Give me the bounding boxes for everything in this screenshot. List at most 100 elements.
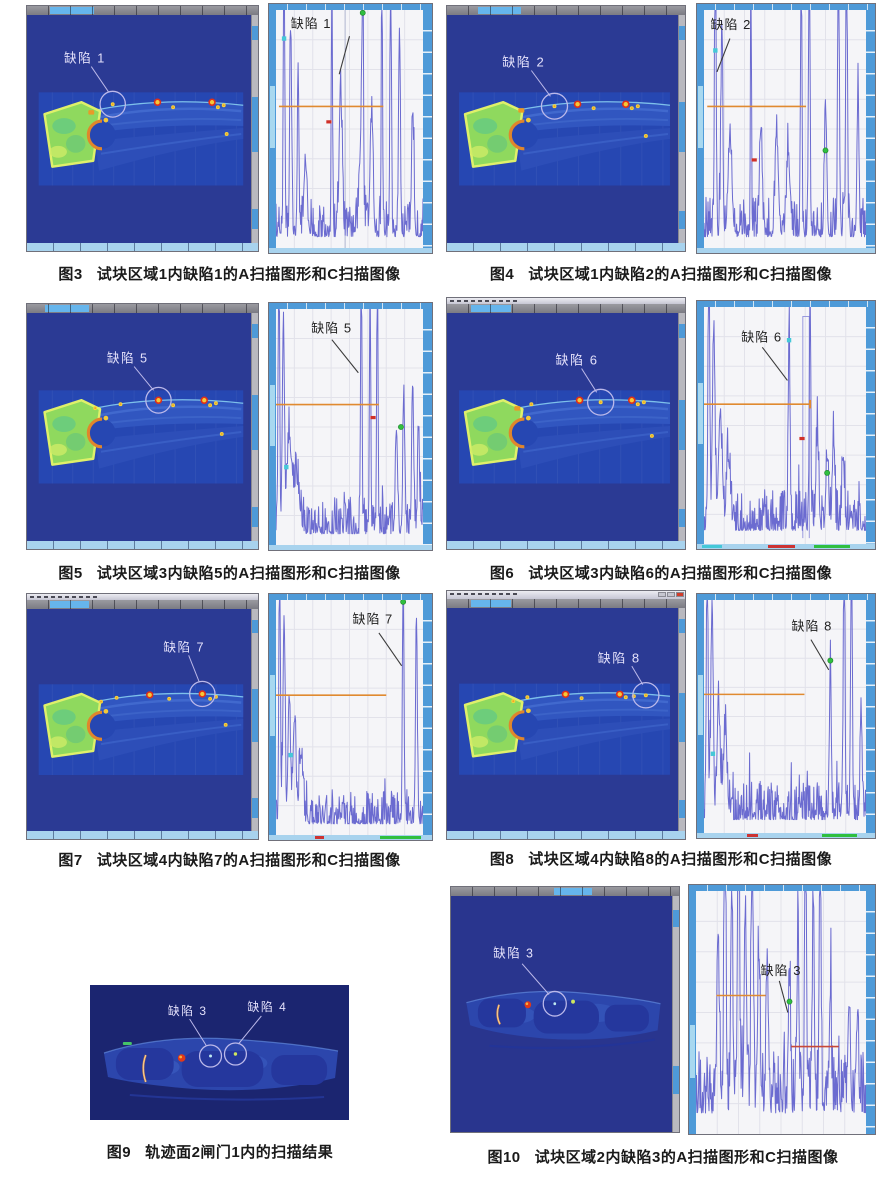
cyan-marker — [713, 48, 718, 53]
ascan-left-scrollbar[interactable] — [269, 10, 276, 248]
cscan-vertical-scrollbar[interactable] — [251, 609, 258, 831]
cscan-image: 缺陷 8 — [447, 608, 678, 831]
cscan-window: 缺陷 3 — [450, 886, 680, 1133]
ascan-left-scrollbar[interactable] — [697, 600, 704, 833]
ascan-right-ruler[interactable] — [866, 10, 875, 248]
cscan-vertical-scrollbar[interactable] — [678, 15, 685, 243]
figure-title: 轨迹面2闸门1内的扫描结果 — [145, 1144, 334, 1161]
defect-annotation-circle — [145, 386, 172, 414]
maximize-button[interactable] — [667, 592, 675, 597]
defect-annotation-circle — [223, 1042, 248, 1066]
ascan-left-scrollbar[interactable] — [697, 10, 704, 248]
defect-pointer-line — [810, 639, 830, 671]
ascan-window: 缺陷 8 — [696, 593, 876, 839]
cscan-vertical-scrollbar[interactable] — [678, 313, 685, 541]
scroll-thumb[interactable] — [698, 382, 703, 445]
ascan-left-scrollbar[interactable] — [269, 600, 276, 835]
ascan-right-ruler[interactable] — [866, 600, 875, 833]
cscan-horizontal-ruler[interactable] — [447, 6, 685, 15]
ascan-left-scrollbar[interactable] — [697, 307, 704, 544]
ascan-right-ruler[interactable] — [423, 600, 432, 835]
cscan-bottom-ruler[interactable] — [447, 243, 685, 251]
cscan-horizontal-ruler[interactable] — [451, 887, 679, 896]
cscan-window: 缺陷 8 — [446, 590, 686, 840]
ascan-left-scrollbar[interactable] — [269, 309, 276, 545]
ascan-top-ruler[interactable] — [697, 594, 875, 600]
gate-indicator-segment — [702, 545, 722, 548]
cscan-bottom-ruler[interactable] — [447, 541, 685, 549]
cscan-bottom-ruler[interactable] — [27, 243, 258, 251]
ascan-top-ruler[interactable] — [269, 594, 432, 600]
close-button[interactable] — [676, 592, 684, 597]
cscan-vertical-scrollbar[interactable] — [678, 608, 685, 831]
ascan-top-ruler[interactable] — [269, 303, 432, 309]
cyan-marker — [710, 751, 716, 756]
figure-number: 图7 — [58, 852, 83, 869]
ascan-window: 缺陷 3 — [688, 884, 876, 1135]
scroll-thumb[interactable] — [698, 86, 703, 149]
cscan-window: 缺陷 2 — [446, 5, 686, 252]
scroll-thumb[interactable] — [270, 384, 275, 446]
ascan-top-ruler[interactable] — [697, 4, 875, 10]
defect-pointer-line — [189, 1018, 207, 1047]
cscan-horizontal-ruler[interactable] — [27, 304, 258, 313]
ascan-plot-area: 缺陷 1 — [276, 10, 423, 248]
defect-annotation-circle — [632, 682, 660, 709]
ascan-window: 缺陷 6 — [696, 300, 876, 550]
cscan-horizontal-ruler[interactable] — [27, 6, 258, 15]
scroll-thumb[interactable] — [690, 1024, 695, 1079]
ascan-window: 缺陷 2 — [696, 3, 876, 254]
ascan-right-ruler[interactable] — [866, 891, 875, 1134]
cscan-image: 缺陷 1 — [27, 15, 251, 243]
defect-annotation-circle — [542, 990, 567, 1017]
ascan-top-ruler[interactable] — [269, 4, 432, 10]
green-marker — [398, 424, 404, 430]
cscan-vertical-scrollbar[interactable] — [672, 896, 679, 1132]
cscan-bottom-ruler[interactable] — [447, 831, 685, 839]
cscan-horizontal-ruler[interactable] — [447, 599, 685, 608]
cscan-window: 缺陷 6 — [446, 297, 686, 550]
minimize-button[interactable] — [658, 592, 666, 597]
cscan-image: 缺陷 5 — [27, 313, 251, 541]
scroll-thumb[interactable] — [270, 675, 275, 737]
figure-number: 图10 — [487, 1149, 521, 1166]
defect-pointer-line — [378, 632, 403, 667]
defect-pointer-line — [530, 70, 551, 97]
ruler-highlight — [50, 7, 94, 14]
ascan-top-ruler[interactable] — [689, 885, 875, 891]
red-marker — [799, 436, 805, 441]
figure-title: 试块区域3内缺陷6的A扫描图形和C扫描图像 — [528, 565, 833, 582]
cscan-bottom-ruler[interactable] — [27, 541, 258, 549]
cscan-canvas: 缺陷 8 — [447, 608, 678, 831]
defect-pointer-line — [331, 339, 359, 374]
ascan-right-ruler[interactable] — [423, 10, 432, 248]
cscan-vertical-scrollbar[interactable] — [251, 313, 258, 541]
cscan-canvas: 缺陷 2 — [447, 15, 678, 243]
ascan-right-ruler[interactable] — [423, 309, 432, 545]
ascan-window: 缺陷 7 — [268, 593, 433, 841]
defect-annotation-circle — [189, 680, 216, 708]
defect-pointer-line — [338, 36, 351, 75]
cscan-vertical-scrollbar[interactable] — [251, 15, 258, 243]
defect-label: 缺陷 5 — [311, 321, 352, 336]
scroll-thumb[interactable] — [270, 86, 275, 149]
ascan-left-scrollbar[interactable] — [689, 891, 696, 1134]
red-marker — [751, 158, 757, 162]
cscan-horizontal-ruler[interactable] — [447, 304, 685, 313]
scroll-thumb[interactable] — [698, 674, 703, 736]
ascan-top-ruler[interactable] — [697, 301, 875, 307]
ascan-waveform: 缺陷 6 — [704, 307, 866, 544]
ascan-right-ruler[interactable] — [866, 307, 875, 544]
defect-label: 缺陷 8 — [791, 618, 832, 633]
cscan-bottom-ruler[interactable] — [27, 831, 258, 839]
figure-9: 缺陷 3 缺陷 4 图9 轨迹面2闸门1内的扫描结果 — [88, 985, 352, 1175]
figure-title: 试块区域2内缺陷3的A扫描图形和C扫描图像 — [534, 1149, 839, 1166]
figure-number: 图3 — [58, 266, 83, 283]
ascan-plot-area: 缺陷 8 — [704, 600, 866, 833]
defect-label: 缺陷 7 — [163, 641, 205, 655]
cscan-image: 缺陷 7 — [27, 609, 251, 831]
cscan-window: 缺陷 1 — [26, 5, 259, 252]
cscan-horizontal-ruler[interactable] — [27, 600, 258, 609]
defect-pointer-line — [631, 665, 644, 685]
defect-label: 缺陷 6 — [555, 353, 598, 368]
